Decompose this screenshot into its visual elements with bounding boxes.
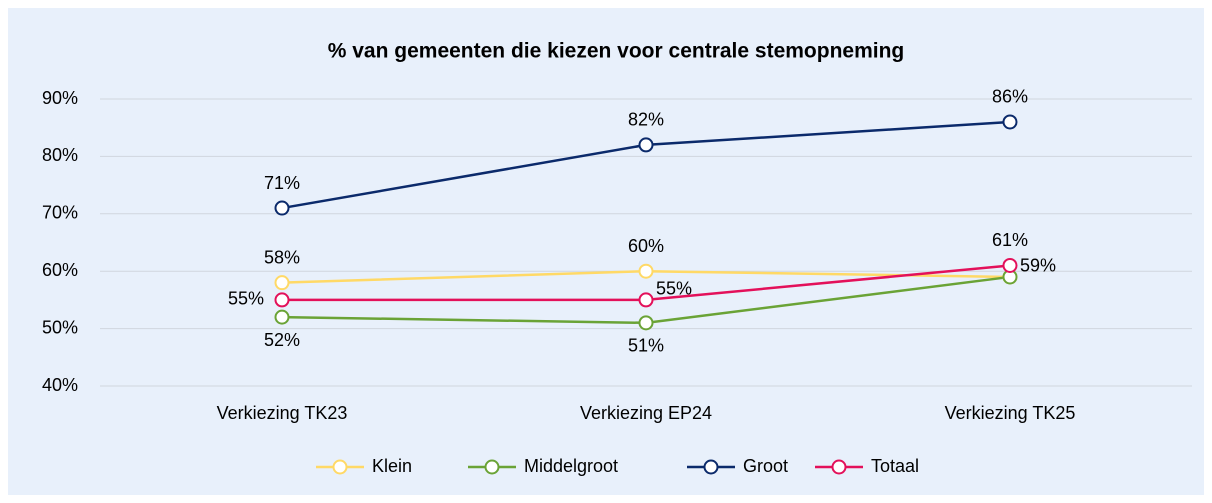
y-tick-label: 50% [42,317,78,337]
data-label: 60% [628,236,664,256]
legend-label: Klein [372,456,412,476]
data-label: 82% [628,110,664,130]
data-point [638,137,654,153]
data-point [1002,114,1018,130]
legend-label: Groot [743,456,788,476]
chart-title: % van gemeenten die kiezen voor centrale… [328,40,905,63]
data-point [638,263,654,279]
y-tick-label: 70% [42,203,78,223]
data-label: 58% [264,247,300,267]
data-label: 52% [264,330,300,350]
data-point [274,309,290,325]
legend-marker [484,459,500,475]
x-tick-label: Verkiezing EP24 [580,403,712,423]
data-point [274,292,290,308]
legend-label: Totaal [871,456,919,476]
data-point [274,275,290,291]
y-tick-label: 40% [42,375,78,395]
data-label: 55% [656,279,692,299]
legend-label: Middelgroot [524,456,618,476]
legend-marker [831,459,847,475]
data-label: 51% [628,336,664,356]
legend-marker [332,459,348,475]
data-label: 59% [1020,256,1056,276]
data-point [274,200,290,216]
data-point [638,292,654,308]
data-label: 55% [228,289,264,309]
data-label: 71% [264,173,300,193]
y-tick-label: 80% [42,145,78,165]
legend-marker [703,459,719,475]
data-label: 61% [992,230,1028,250]
y-tick-label: 60% [42,260,78,280]
data-point [638,315,654,331]
data-point [1002,257,1018,273]
chart-background [8,8,1204,495]
data-label: 86% [992,87,1028,107]
x-tick-label: Verkiezing TK25 [945,403,1076,423]
y-tick-label: 90% [42,88,78,108]
x-tick-label: Verkiezing TK23 [217,403,348,423]
